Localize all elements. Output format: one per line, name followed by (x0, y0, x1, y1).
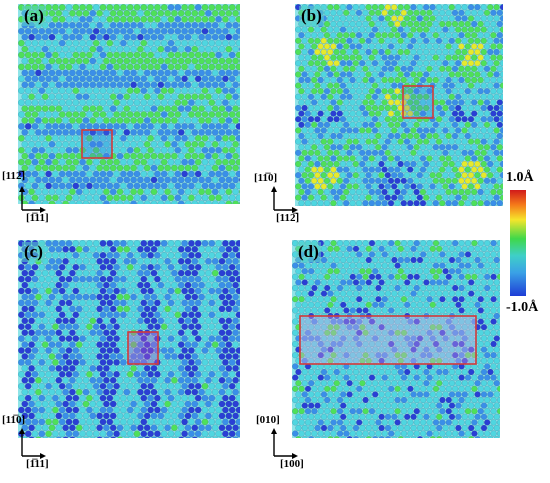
axes-d-horizontal-label: [100] (280, 458, 304, 470)
axes-a-horizontal-label: [1̅11] (26, 212, 49, 224)
panel-a-label: (a) (22, 6, 46, 26)
axes-c: [11̅0] [1̅11] (2, 414, 72, 470)
colorbar-min-label: -1.0Å (506, 300, 539, 315)
panel-a-highlight-box (81, 129, 113, 159)
axes-c-vertical-label: [11̅0] (2, 414, 26, 426)
axes-a-vertical-label: [112̅] (2, 170, 26, 182)
axes-a-arrows (19, 186, 46, 213)
panel-c-highlight-box (127, 331, 159, 365)
colorbar (510, 190, 526, 296)
axes-b-vertical-label: [11̅0] (254, 172, 278, 184)
axes-b-horizontal-label: [112̅] (276, 212, 300, 224)
axes-d: [010] [100] (254, 414, 324, 470)
colorbar-max-label: 1.0Å (506, 170, 534, 185)
axes-c-horizontal-label: [1̅11] (26, 458, 49, 470)
panel-c-label: (c) (22, 242, 45, 262)
panel-a: (a) (18, 4, 240, 204)
axes-c-arrows (19, 428, 46, 459)
panel-d-highlight-box (299, 315, 477, 365)
panel-c: (c) (18, 240, 240, 438)
panel-d-label: (d) (296, 242, 321, 262)
axes-a: [112̅] [1̅11] (2, 170, 72, 228)
axes-b: [11̅0] [112̅] (254, 172, 324, 228)
panel-b-image (295, 4, 503, 206)
panel-d-image (292, 240, 500, 438)
axes-d-vertical-label: [010] (256, 414, 280, 426)
panel-b-highlight-box (402, 85, 434, 119)
panel-a-image (18, 4, 240, 204)
panel-c-image (18, 240, 240, 438)
panel-b: (b) (295, 4, 503, 206)
panel-b-label: (b) (299, 6, 324, 26)
axes-d-arrows (271, 428, 298, 459)
axes-b-arrows (271, 186, 298, 213)
panel-d: (d) (292, 240, 500, 438)
